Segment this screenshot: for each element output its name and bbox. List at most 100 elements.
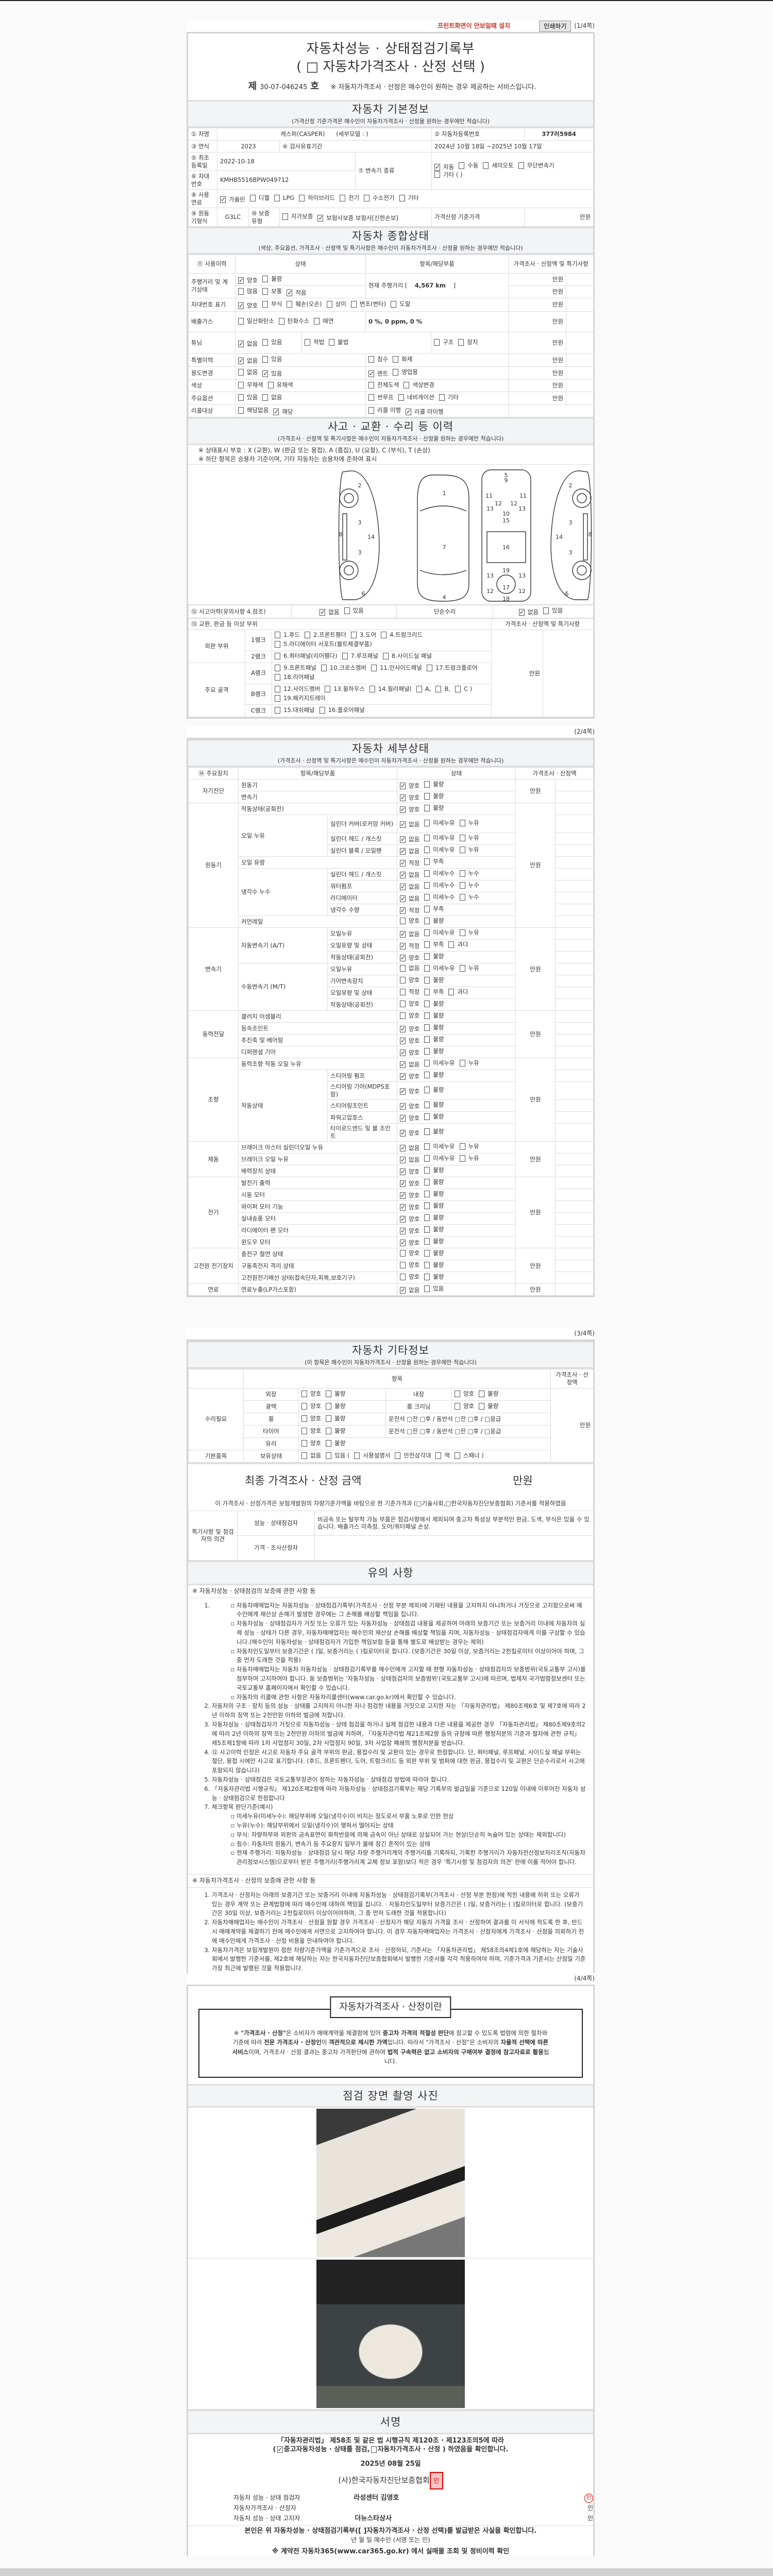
checkbox-option[interactable]: 매연 <box>314 317 333 325</box>
checkbox-icon[interactable] <box>287 300 293 308</box>
checkbox-option[interactable]: 불량 <box>326 1439 345 1447</box>
checkbox-option[interactable]: 양호 <box>400 1249 419 1257</box>
checkbox-option[interactable]: 기타 <box>439 394 459 401</box>
checkbox-option[interactable]: 미세누수 <box>424 882 455 889</box>
checkbox-option[interactable]: 6.쿼터패널(리어휀다) <box>275 652 338 660</box>
checkbox-option[interactable]: 양호 <box>301 1402 321 1410</box>
checked-box-icon[interactable]: ✓ <box>400 907 406 914</box>
checkbox-option[interactable]: ✓ 없음 <box>320 608 340 616</box>
checkbox-icon[interactable] <box>326 1402 332 1410</box>
checked-box-icon[interactable]: ✓ <box>400 1144 406 1151</box>
checkbox-option[interactable]: ✓ 렌트 <box>368 370 388 378</box>
checkbox-option[interactable]: 불법 <box>329 338 348 346</box>
checkbox-option[interactable]: 불량 <box>262 275 282 283</box>
checkbox-option[interactable]: 색상변경 <box>404 381 434 389</box>
checkbox-icon[interactable] <box>459 929 465 936</box>
checkbox-option[interactable]: 과다 <box>448 941 468 948</box>
checkbox-icon[interactable] <box>479 1390 485 1397</box>
checked-box-icon[interactable]: ✓ <box>400 836 406 843</box>
checkbox-option[interactable]: 양호 <box>400 976 419 984</box>
checkbox-option[interactable]: 누유 <box>459 834 479 842</box>
checkbox-option[interactable]: 불량 <box>424 1190 444 1198</box>
checked-box-icon[interactable]: ✓ <box>400 1215 406 1223</box>
checkbox-icon[interactable] <box>282 213 288 220</box>
checkbox-icon[interactable] <box>424 1087 430 1093</box>
checkbox-option[interactable]: 무단변속기 <box>518 162 554 170</box>
checkbox-icon[interactable] <box>459 965 465 972</box>
checkbox-icon[interactable] <box>275 664 280 671</box>
checkbox-option[interactable]: 자가보증 <box>282 213 313 221</box>
checkbox-option[interactable]: 8.사이드실 패널 <box>382 652 432 660</box>
checked-box-icon[interactable]: ✓ <box>400 895 406 902</box>
checkbox-option[interactable]: 변조(변타) <box>350 300 386 308</box>
checkbox-icon[interactable] <box>301 1452 307 1459</box>
checked-box-icon[interactable]: ✓ <box>434 163 441 171</box>
checkbox-option[interactable]: ✓ 없음 <box>238 340 258 348</box>
checkbox-icon[interactable] <box>434 338 440 346</box>
checkbox-option[interactable]: C ) <box>455 685 472 693</box>
checkbox-icon[interactable] <box>275 706 280 714</box>
checkbox-option[interactable]: 훼손(오손) <box>287 300 322 308</box>
checked-box-icon[interactable]: ✓ <box>400 1114 406 1122</box>
checkbox-option[interactable]: 불량 <box>424 1214 444 1222</box>
checkbox-icon[interactable] <box>305 631 311 638</box>
checkbox-icon[interactable] <box>238 317 244 325</box>
checked-box-icon[interactable]: ✓ <box>518 608 525 616</box>
checkbox-option[interactable]: 디젤 <box>249 194 270 202</box>
checkbox-icon[interactable] <box>424 1250 430 1257</box>
checkbox-icon[interactable] <box>368 381 375 388</box>
checkbox-icon[interactable] <box>301 1390 307 1397</box>
checkbox-icon[interactable] <box>262 356 268 363</box>
checked-box-icon[interactable]: ✓ <box>400 954 406 961</box>
checkbox-icon[interactable] <box>238 406 244 414</box>
checked-box-icon[interactable]: ✓ <box>287 289 293 296</box>
checkbox-option[interactable]: 누유 <box>459 1143 479 1150</box>
checkbox-option[interactable]: 4.트렁크리드 <box>381 631 423 639</box>
checkbox-icon[interactable] <box>424 929 430 936</box>
checkbox-icon[interactable] <box>301 1402 307 1410</box>
checkbox-option[interactable]: 미세누유 <box>424 1143 455 1150</box>
checkbox-option[interactable]: 불량 <box>424 1036 444 1043</box>
checked-box-icon[interactable]: ✓ <box>400 848 406 855</box>
checkbox-option[interactable]: B, <box>435 685 450 693</box>
checkbox-icon[interactable] <box>267 381 274 388</box>
checked-box-icon[interactable]: ✓ <box>400 1192 406 1199</box>
checkbox-option[interactable]: 부식 <box>262 300 282 308</box>
checkbox-icon[interactable] <box>459 835 465 841</box>
checkbox-option[interactable]: 보통 <box>262 287 282 295</box>
checkbox-option[interactable]: 12.사이드멤버 <box>275 685 320 693</box>
checkbox-option[interactable]: ✓ 양호 <box>400 954 419 962</box>
checkbox-option[interactable]: 잭 <box>435 1452 450 1460</box>
checkbox-icon[interactable] <box>400 977 406 984</box>
checkbox-icon[interactable] <box>400 989 406 996</box>
checkbox-icon[interactable] <box>275 685 280 692</box>
checkbox-icon[interactable] <box>435 1452 442 1459</box>
checked-box-icon[interactable]: ✓ <box>400 806 406 813</box>
checkbox-option[interactable]: 양호 <box>301 1415 321 1422</box>
print-button[interactable]: 인쇄하기 <box>539 21 572 32</box>
checkbox-option[interactable]: ✓ 적정 <box>400 942 419 950</box>
checkbox-option[interactable]: 부족 <box>424 858 444 866</box>
checkbox-option[interactable]: 기타 <box>399 194 419 202</box>
checkbox-option[interactable]: 2.프론트휀더 <box>305 631 346 639</box>
checked-box-icon[interactable]: ✓ <box>400 1227 406 1234</box>
checkbox-option[interactable]: 불량 <box>424 1113 444 1121</box>
checkbox-icon[interactable] <box>326 1427 332 1434</box>
checkbox-icon[interactable] <box>364 194 370 201</box>
checkbox-icon[interactable] <box>329 338 335 346</box>
checkbox-option[interactable]: ✓ 양호 <box>400 1168 419 1176</box>
checkbox-icon[interactable] <box>325 685 331 692</box>
checkbox-icon[interactable] <box>342 652 348 659</box>
checkbox-icon[interactable] <box>424 941 430 948</box>
checkbox-option[interactable]: 불량 <box>424 976 444 984</box>
checked-box-icon[interactable]: ✓ <box>400 1103 406 1110</box>
checkbox-icon[interactable] <box>326 300 332 308</box>
checkbox-icon[interactable] <box>424 846 430 853</box>
checkbox-icon[interactable] <box>424 1143 430 1150</box>
checkbox-icon[interactable] <box>424 1024 430 1031</box>
checkbox-option[interactable]: ✓ 없음 <box>400 821 419 828</box>
checkbox-icon[interactable] <box>424 906 430 912</box>
checkbox-option[interactable]: 13.휠하우스 <box>325 685 365 693</box>
checkbox-icon[interactable] <box>459 162 465 169</box>
checkbox-icon[interactable] <box>455 685 461 692</box>
